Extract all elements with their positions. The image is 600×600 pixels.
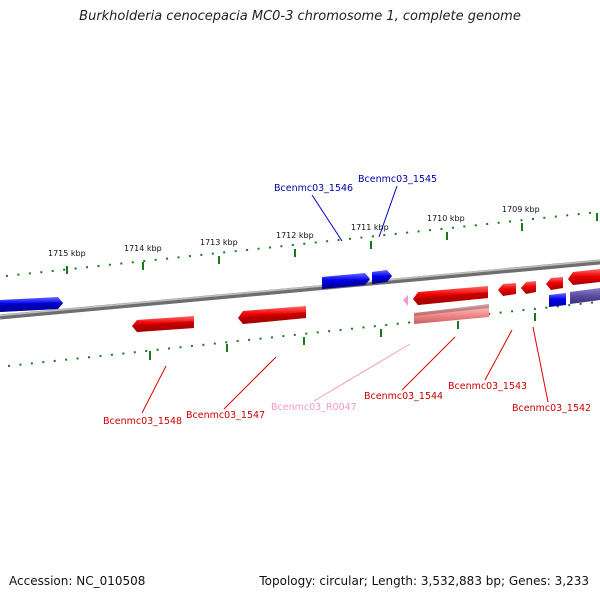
- gene-arrow-small-pink[interactable]: [403, 295, 408, 306]
- gene-label-bcenmc03-r0047[interactable]: Bcenmc03_R0047: [271, 402, 357, 413]
- gene-label-bcenmc03-1544[interactable]: Bcenmc03_1544: [364, 391, 443, 402]
- gene-arrow-bcenmc03-1546[interactable]: [322, 273, 370, 289]
- gene-arrow-right-blue[interactable]: [549, 293, 566, 307]
- gene-label-bcenmc03-1547[interactable]: Bcenmc03_1547: [186, 410, 265, 421]
- gene-arrow-left-edge[interactable]: [0, 297, 63, 312]
- gene-arrow-bcenmc03-1547[interactable]: [238, 306, 306, 324]
- leader-line-1543: [484, 329, 513, 381]
- map-title: Burkholderia cenocepacia MC0-3 chromosom…: [79, 9, 521, 24]
- leader-line-1544: [401, 336, 456, 391]
- gene-label-bcenmc03-1542[interactable]: Bcenmc03_1542: [512, 403, 591, 414]
- gene-label-bcenmc03-1546[interactable]: Bcenmc03_1546: [274, 183, 353, 194]
- reverse-genes: [132, 269, 600, 332]
- leader-line-1548: [141, 365, 167, 414]
- gene-label-bcenmc03-1548[interactable]: Bcenmc03_1548: [103, 416, 182, 427]
- tick-label-1709: 1709 kbp: [502, 205, 540, 214]
- tick-label-1711: 1711 kbp: [351, 223, 389, 232]
- tick-label-1714: 1714 kbp: [124, 244, 162, 253]
- tick-label-1712: 1712 kbp: [276, 231, 314, 240]
- tick-label-1713: 1713 kbp: [200, 238, 238, 247]
- leader-line-1542: [532, 326, 549, 403]
- chromosome-backbone: [0, 259, 600, 320]
- gene-arrow-bcenmc03-1544[interactable]: [413, 286, 488, 305]
- leader-line-1547: [223, 356, 277, 410]
- tick-label-1715: 1715 kbp: [48, 249, 86, 258]
- gene-arrow-right-red[interactable]: [568, 269, 600, 285]
- gene-label-bcenmc03-1545[interactable]: Bcenmc03_1545: [358, 174, 437, 185]
- leader-lines: [141, 185, 549, 414]
- accession-text: Accession: NC_010508: [9, 574, 146, 588]
- leader-line-1545: [378, 185, 398, 238]
- leader-line-r0047: [313, 343, 411, 402]
- outer-minor-ticks: [5, 211, 599, 277]
- outer-tick-row: [5, 211, 599, 277]
- gene-arrow-bcenmc03-1545[interactable]: [372, 270, 392, 284]
- inner-minor-ticks: [7, 301, 599, 367]
- gene-arrow-bcenmc03-r0047[interactable]: [414, 304, 489, 324]
- forward-genes: [0, 270, 600, 312]
- gene-arrow-small-red[interactable]: [521, 281, 536, 294]
- gene-label-bcenmc03-1543[interactable]: Bcenmc03_1543: [448, 381, 527, 392]
- leader-line-1546: [311, 194, 343, 242]
- genome-summary-text: Topology: circular; Length: 3,532,883 bp…: [259, 574, 589, 588]
- gene-arrow-bcenmc03-1542[interactable]: [546, 277, 563, 290]
- gene-arrow-right-purple[interactable]: [570, 288, 600, 304]
- gene-arrow-bcenmc03-1543[interactable]: [498, 283, 516, 296]
- tick-label-1710: 1710 kbp: [427, 214, 465, 223]
- inner-tick-row: [7, 301, 599, 367]
- gene-arrow-bcenmc03-1548[interactable]: [132, 316, 194, 332]
